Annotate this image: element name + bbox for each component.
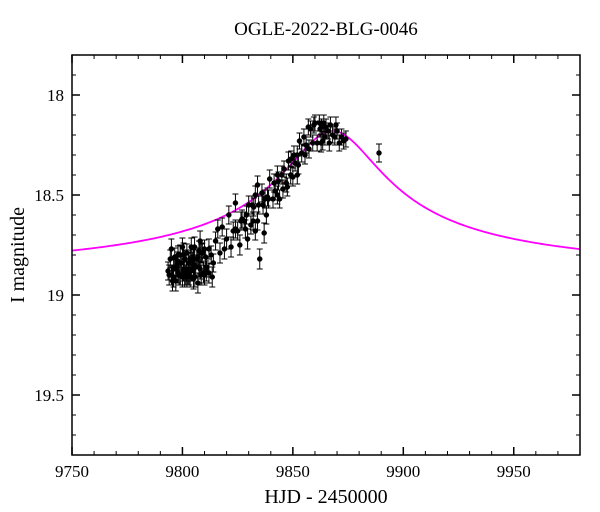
data-point bbox=[251, 205, 256, 210]
data-point bbox=[377, 151, 382, 156]
data-point bbox=[282, 167, 287, 172]
bg bbox=[0, 0, 600, 512]
data-point bbox=[245, 237, 250, 242]
data-point bbox=[233, 201, 238, 206]
data-point bbox=[210, 275, 215, 280]
chart-title: OGLE-2022-BLG-0046 bbox=[234, 19, 418, 40]
data-point bbox=[235, 229, 240, 234]
ytick-label: 18.5 bbox=[34, 186, 64, 205]
data-point bbox=[255, 219, 260, 224]
data-point bbox=[276, 179, 281, 184]
data-point bbox=[277, 197, 282, 202]
data-point bbox=[267, 177, 272, 182]
xtick-label: 9800 bbox=[165, 462, 199, 481]
ytick-label: 19.5 bbox=[34, 386, 64, 405]
data-point bbox=[180, 245, 185, 250]
data-point bbox=[237, 243, 242, 248]
chart-svg: 9750 9800 9850 9900 9950 18 18.5 19 19.5 OGLE-202… bbox=[0, 0, 600, 512]
data-point bbox=[296, 163, 301, 168]
x-axis-label: HJD - 2450000 bbox=[264, 486, 387, 508]
data-point bbox=[226, 213, 231, 218]
ytick-label: 19 bbox=[47, 286, 64, 305]
data-point bbox=[285, 185, 290, 190]
data-point bbox=[169, 247, 174, 252]
data-point bbox=[295, 173, 300, 178]
data-point bbox=[262, 231, 267, 236]
data-point bbox=[259, 191, 264, 196]
data-point bbox=[257, 257, 262, 262]
data-point bbox=[264, 213, 269, 218]
y-axis-label: I magnitude bbox=[7, 207, 29, 303]
xtick-label: 9750 bbox=[55, 462, 89, 481]
data-point bbox=[192, 245, 197, 250]
data-point bbox=[229, 245, 234, 250]
data-point bbox=[297, 139, 302, 144]
data-point bbox=[211, 261, 216, 266]
data-point bbox=[255, 183, 260, 188]
ytick-label: 18 bbox=[47, 86, 64, 105]
xtick-label: 9900 bbox=[386, 462, 420, 481]
data-point bbox=[217, 251, 222, 256]
chart-container: 9750 9800 9850 9900 9950 18 18.5 19 19.5 OGLE-202… bbox=[0, 0, 600, 512]
xtick-label: 9950 bbox=[497, 462, 531, 481]
xtick-label: 9850 bbox=[276, 462, 310, 481]
data-point bbox=[343, 137, 348, 142]
